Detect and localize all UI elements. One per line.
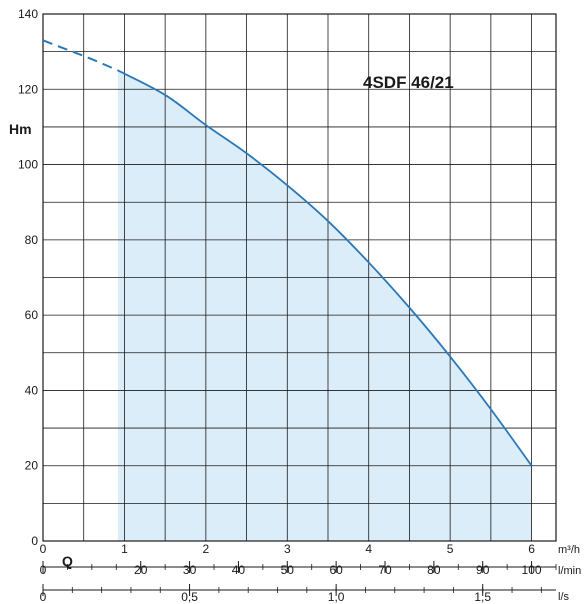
y-tick-label: 0 bbox=[31, 534, 38, 548]
x-tick-label: 50 bbox=[281, 563, 295, 577]
performance-curves bbox=[42, 39, 533, 467]
x-tick-label: 0,5 bbox=[181, 590, 198, 604]
y-tick-label: 20 bbox=[25, 459, 39, 473]
x-tick-label: 5 bbox=[447, 542, 454, 556]
x-tick-label: 1,0 bbox=[328, 590, 345, 604]
x-tick-label: 30 bbox=[183, 563, 197, 577]
x-tick-label: 6 bbox=[528, 542, 535, 556]
x-tick-label: 70 bbox=[378, 563, 392, 577]
x-tick-label: 0 bbox=[40, 563, 47, 577]
chart-grid bbox=[42, 13, 557, 542]
x-tick-label: 0 bbox=[40, 590, 47, 604]
x-tick-label: 100 bbox=[522, 563, 542, 577]
axis-labels: 4SDF 46/21 Hm Q bbox=[9, 73, 454, 569]
x-tick-label: 1 bbox=[121, 542, 128, 556]
x-tick-label: 90 bbox=[476, 563, 490, 577]
x-tick-label: 20 bbox=[134, 563, 148, 577]
chart-axes: 0 20 40 60 80 100 120 140 0 1 2 3 4 5 6 m³/h 0 20 30 40 50 60… bbox=[18, 7, 581, 604]
x-tick-label: 4 bbox=[365, 542, 372, 556]
x-axis-unit-label: l/min bbox=[558, 565, 581, 577]
x-tick-label: 0 bbox=[40, 542, 47, 556]
x-tick-label: 1,5 bbox=[474, 590, 491, 604]
y-tick-label: 80 bbox=[25, 233, 39, 247]
chart-title: 4SDF 46/21 bbox=[363, 73, 454, 92]
x-tick-label: 60 bbox=[329, 563, 343, 577]
y-tick-label: 100 bbox=[18, 158, 38, 172]
x-tick-label: 40 bbox=[232, 563, 246, 577]
x-tick-label: 3 bbox=[284, 542, 291, 556]
plot-frame bbox=[42, 13, 557, 542]
operating-range-area bbox=[117, 70, 532, 541]
y-tick-label: 40 bbox=[25, 383, 39, 397]
x-axis-unit-label: l/s bbox=[558, 591, 570, 603]
y-tick-label: 140 bbox=[18, 7, 38, 21]
y-tick-label: 120 bbox=[18, 82, 38, 96]
y-axis-label: Hm bbox=[9, 121, 32, 137]
performance-curve-solid bbox=[117, 69, 533, 467]
x-tick-label: 2 bbox=[203, 542, 210, 556]
extrapolated-curve-dashed bbox=[42, 39, 119, 72]
x-tick-label: 80 bbox=[427, 563, 441, 577]
x-axis-label: Q bbox=[62, 553, 73, 569]
x-axis-unit-label: m³/h bbox=[558, 544, 580, 556]
y-tick-label: 60 bbox=[25, 308, 39, 322]
operating-range-fill bbox=[117, 70, 532, 541]
